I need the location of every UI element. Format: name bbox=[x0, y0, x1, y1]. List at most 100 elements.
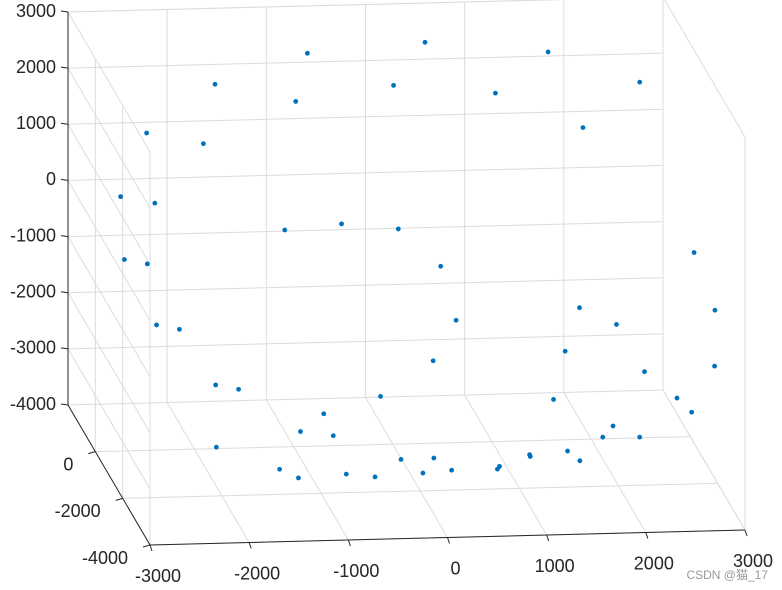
point bbox=[551, 397, 556, 402]
point bbox=[213, 382, 219, 388]
x-tick-label: 1000 bbox=[535, 556, 575, 576]
point bbox=[391, 82, 396, 88]
point bbox=[689, 409, 695, 415]
point bbox=[293, 99, 299, 104]
z-tick-label: 3000 bbox=[16, 1, 56, 21]
x-tick bbox=[149, 544, 153, 552]
point bbox=[321, 411, 327, 417]
point bbox=[154, 322, 159, 328]
grid-line bbox=[67, 52, 664, 69]
watermark: CSDN @猫_17 bbox=[686, 568, 768, 582]
grid-line bbox=[67, 221, 664, 238]
point bbox=[712, 363, 717, 369]
point bbox=[691, 250, 697, 255]
point bbox=[378, 393, 383, 399]
x-tick-label: -2000 bbox=[234, 563, 280, 583]
point bbox=[420, 470, 426, 476]
grid-line bbox=[67, 67, 151, 209]
point bbox=[562, 348, 568, 354]
x-tick-label: 2000 bbox=[634, 553, 674, 573]
x-tick bbox=[347, 539, 351, 547]
x-tick bbox=[447, 537, 450, 544]
x-tick bbox=[248, 542, 252, 549]
box-edge bbox=[664, 0, 746, 138]
point bbox=[121, 257, 127, 262]
z-tick bbox=[60, 291, 69, 294]
point bbox=[600, 434, 606, 440]
grid-line bbox=[365, 397, 448, 538]
point bbox=[430, 358, 436, 364]
x-tick bbox=[546, 534, 550, 542]
box-edge bbox=[662, 389, 746, 531]
point bbox=[339, 221, 344, 227]
point bbox=[580, 125, 586, 131]
grid-line bbox=[67, 292, 151, 433]
point bbox=[577, 305, 582, 311]
y-tick bbox=[115, 497, 123, 501]
point bbox=[343, 471, 349, 477]
y-tick-label: -2000 bbox=[55, 501, 101, 521]
grid-line bbox=[166, 402, 250, 543]
z-tick bbox=[60, 66, 69, 69]
point bbox=[118, 194, 124, 200]
point bbox=[212, 81, 218, 87]
point bbox=[565, 448, 570, 454]
box-edge bbox=[67, 0, 564, 13]
grid-line bbox=[67, 11, 151, 153]
y-tick-label: 0 bbox=[63, 454, 73, 474]
grid-line bbox=[67, 108, 664, 125]
point bbox=[422, 39, 428, 45]
z-tick bbox=[60, 235, 69, 238]
grid-line bbox=[67, 389, 664, 406]
point bbox=[642, 369, 647, 375]
point bbox=[431, 455, 437, 461]
point bbox=[213, 444, 219, 450]
point bbox=[236, 386, 241, 392]
point bbox=[201, 141, 206, 147]
point bbox=[614, 322, 619, 327]
x-tick bbox=[645, 532, 649, 539]
x-tick-label: 3000 bbox=[733, 551, 773, 571]
z-tick-label: -3000 bbox=[10, 338, 56, 358]
x-tick-label: -1000 bbox=[333, 561, 379, 581]
x-tick bbox=[744, 529, 748, 537]
x-tick-label: 0 bbox=[450, 558, 460, 578]
z-tick-label: -1000 bbox=[10, 225, 56, 245]
point bbox=[527, 452, 532, 458]
grid-line bbox=[67, 180, 151, 321]
point bbox=[144, 261, 150, 267]
point bbox=[610, 423, 616, 429]
point bbox=[372, 474, 378, 480]
x-tick-label: -3000 bbox=[135, 566, 181, 586]
grid-line bbox=[265, 399, 349, 541]
grid-line bbox=[464, 394, 548, 536]
grid-line bbox=[95, 436, 691, 453]
grid-line bbox=[67, 236, 151, 377]
y-tick bbox=[142, 544, 151, 548]
point bbox=[577, 458, 583, 464]
z-tick bbox=[60, 178, 69, 181]
grid-line bbox=[67, 164, 664, 181]
z-tick-label: 1000 bbox=[16, 113, 56, 133]
point bbox=[296, 475, 301, 481]
grid-line bbox=[122, 482, 718, 499]
point bbox=[144, 130, 150, 136]
y-tick bbox=[88, 451, 96, 455]
point bbox=[282, 227, 288, 233]
point bbox=[637, 79, 643, 85]
point bbox=[304, 50, 310, 56]
point bbox=[453, 317, 459, 323]
z-tick bbox=[60, 10, 69, 13]
point bbox=[497, 463, 502, 469]
point bbox=[712, 307, 718, 313]
point bbox=[438, 263, 444, 269]
point bbox=[152, 200, 158, 206]
point bbox=[493, 90, 498, 96]
z-tick-label: -2000 bbox=[10, 281, 56, 301]
z-tick bbox=[60, 347, 69, 350]
point bbox=[177, 326, 182, 332]
point bbox=[298, 429, 303, 434]
point bbox=[277, 466, 283, 472]
grid-line bbox=[67, 333, 664, 350]
